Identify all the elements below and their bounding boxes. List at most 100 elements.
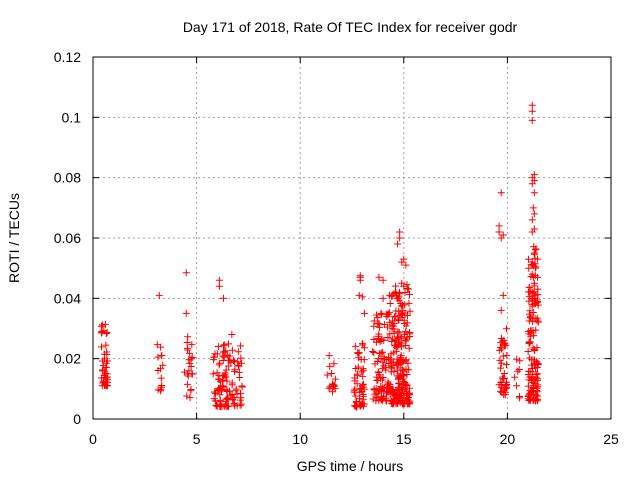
data-point bbox=[352, 392, 360, 400]
data-point bbox=[234, 358, 242, 366]
data-point bbox=[184, 372, 192, 380]
data-point bbox=[511, 373, 519, 381]
data-point bbox=[530, 279, 538, 287]
data-point bbox=[526, 354, 534, 362]
data-point bbox=[497, 189, 505, 197]
data-point bbox=[386, 381, 394, 389]
data-point bbox=[498, 345, 506, 353]
data-point bbox=[525, 292, 533, 300]
data-point bbox=[528, 258, 536, 266]
data-point bbox=[533, 392, 541, 400]
data-point bbox=[380, 362, 388, 370]
data-point bbox=[394, 240, 402, 248]
data-point bbox=[396, 383, 404, 391]
data-point bbox=[223, 351, 231, 359]
data-point bbox=[378, 386, 386, 394]
data-point bbox=[182, 269, 190, 277]
data-point bbox=[231, 366, 239, 374]
data-point bbox=[213, 401, 221, 409]
data-point bbox=[530, 294, 538, 302]
data-point bbox=[358, 293, 366, 301]
data-point bbox=[498, 389, 506, 397]
data-point bbox=[216, 391, 224, 399]
data-point bbox=[503, 351, 511, 359]
data-point bbox=[391, 391, 399, 399]
data-point bbox=[526, 396, 534, 404]
data-point bbox=[525, 338, 533, 346]
y-tick-label: 0.04 bbox=[54, 290, 81, 306]
data-point bbox=[101, 320, 109, 328]
x-tick-label: 25 bbox=[603, 431, 619, 447]
data-point bbox=[159, 361, 167, 369]
data-point bbox=[218, 403, 226, 411]
data-point bbox=[325, 352, 333, 360]
data-point bbox=[497, 359, 505, 367]
data-point bbox=[394, 328, 402, 336]
data-point bbox=[220, 348, 228, 356]
data-point bbox=[496, 387, 504, 395]
data-point bbox=[379, 358, 387, 366]
data-point bbox=[528, 180, 536, 188]
data-point bbox=[526, 314, 534, 322]
data-point bbox=[209, 370, 217, 378]
data-point bbox=[533, 316, 541, 324]
data-point bbox=[211, 397, 219, 405]
data-point bbox=[98, 321, 106, 329]
data-point bbox=[531, 246, 539, 254]
data-point bbox=[211, 388, 219, 396]
data-point bbox=[515, 366, 523, 374]
x-tick-label: 5 bbox=[193, 431, 201, 447]
data-point bbox=[353, 372, 361, 380]
data-point bbox=[374, 389, 382, 397]
data-point bbox=[228, 331, 236, 339]
data-point bbox=[369, 347, 377, 355]
data-point bbox=[376, 323, 384, 331]
data-point bbox=[384, 334, 392, 342]
x-tick-label: 0 bbox=[89, 431, 97, 447]
data-point bbox=[237, 400, 245, 408]
data-point bbox=[378, 310, 386, 318]
y-tick-label: 0.06 bbox=[54, 230, 81, 246]
data-point bbox=[218, 384, 226, 392]
data-point bbox=[101, 355, 109, 363]
data-point bbox=[371, 360, 379, 368]
data-point bbox=[351, 342, 359, 350]
data-point bbox=[524, 382, 532, 390]
data-point bbox=[394, 359, 402, 367]
data-point bbox=[219, 342, 227, 350]
data-point bbox=[213, 350, 221, 358]
data-point bbox=[188, 370, 196, 378]
data-point bbox=[386, 318, 394, 326]
data-point bbox=[218, 387, 226, 395]
data-point bbox=[528, 368, 536, 376]
data-point bbox=[232, 387, 240, 395]
data-point bbox=[514, 367, 522, 375]
data-point bbox=[355, 354, 363, 362]
data-point bbox=[530, 249, 538, 257]
data-point bbox=[406, 307, 414, 315]
data-point bbox=[495, 222, 503, 230]
data-point bbox=[359, 391, 367, 399]
data-point bbox=[530, 332, 538, 340]
data-point bbox=[186, 359, 194, 367]
data-point bbox=[375, 368, 383, 376]
data-point bbox=[379, 276, 387, 284]
data-point bbox=[237, 354, 245, 362]
data-point bbox=[528, 101, 536, 109]
data-point bbox=[102, 363, 110, 371]
data-point bbox=[528, 216, 536, 224]
data-point bbox=[501, 385, 509, 393]
grid-lines bbox=[93, 57, 611, 419]
data-point bbox=[330, 360, 338, 368]
data-point bbox=[102, 330, 110, 338]
data-point bbox=[395, 328, 403, 336]
data-point bbox=[395, 379, 403, 387]
data-point bbox=[406, 332, 414, 340]
data-point bbox=[526, 327, 534, 335]
data-point bbox=[513, 355, 521, 363]
data-point bbox=[531, 397, 539, 405]
data-point bbox=[497, 364, 505, 372]
data-point bbox=[355, 291, 363, 299]
data-point bbox=[236, 396, 244, 404]
data-point bbox=[374, 376, 382, 384]
